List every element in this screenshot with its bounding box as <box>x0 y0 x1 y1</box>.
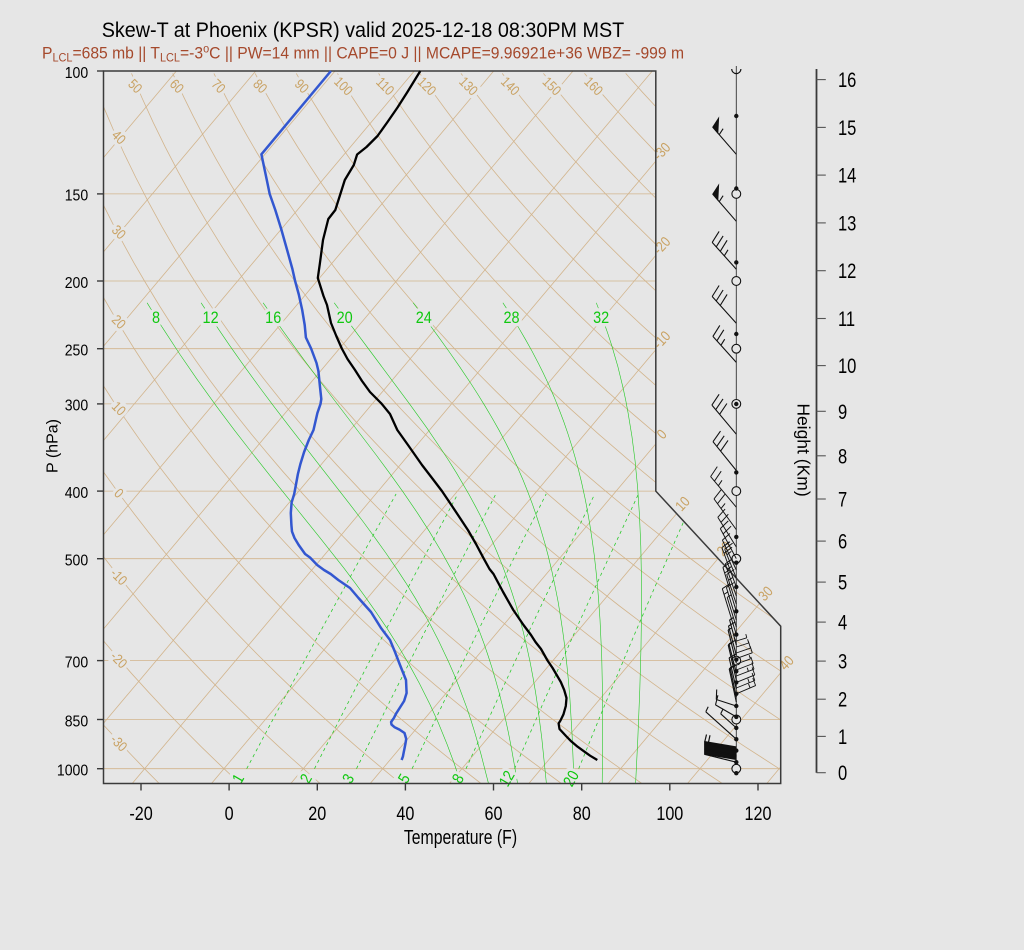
svg-text:10: 10 <box>838 355 856 379</box>
svg-text:8: 8 <box>152 309 160 327</box>
svg-text:40: 40 <box>396 803 414 825</box>
svg-text:7: 7 <box>838 489 847 513</box>
svg-text:150: 150 <box>65 187 88 205</box>
svg-text:6: 6 <box>838 531 847 555</box>
svg-text:250: 250 <box>65 342 88 360</box>
svg-text:16: 16 <box>265 309 281 327</box>
svg-text:500: 500 <box>65 552 88 570</box>
svg-text:P (hPa): P (hPa) <box>45 419 62 473</box>
svg-text:80: 80 <box>573 803 591 825</box>
svg-text:20: 20 <box>308 803 326 825</box>
svg-text:Temperature (F): Temperature (F) <box>404 826 517 848</box>
svg-text:-20: -20 <box>129 803 152 825</box>
svg-text:14: 14 <box>838 165 857 189</box>
svg-text:5: 5 <box>838 572 847 596</box>
svg-text:16: 16 <box>838 69 856 93</box>
svg-text:15: 15 <box>838 117 856 141</box>
svg-text:PLCL=685 mb || TLCL=-3oC || PW: PLCL=685 mb || TLCL=-3oC || PW=14 mm || … <box>42 43 684 64</box>
svg-text:4: 4 <box>838 612 847 636</box>
svg-text:3: 3 <box>838 651 847 675</box>
svg-text:300: 300 <box>65 397 88 415</box>
svg-text:13: 13 <box>838 212 856 236</box>
svg-text:Height (Km): Height (Km) <box>794 403 814 496</box>
svg-text:8: 8 <box>838 445 847 469</box>
svg-text:2: 2 <box>838 689 847 713</box>
svg-text:11: 11 <box>838 308 855 332</box>
svg-text:200: 200 <box>65 274 88 292</box>
svg-text:12: 12 <box>838 260 856 284</box>
svg-text:20: 20 <box>337 309 353 327</box>
svg-text:1: 1 <box>838 726 847 750</box>
svg-text:120: 120 <box>745 803 772 825</box>
svg-text:700: 700 <box>65 654 88 672</box>
svg-text:12: 12 <box>203 309 219 327</box>
svg-text:Skew-T at Phoenix (KPSR) valid: Skew-T at Phoenix (KPSR) valid 2025-12-1… <box>102 18 625 42</box>
svg-text:100: 100 <box>656 803 683 825</box>
svg-text:0: 0 <box>225 803 234 825</box>
svg-text:28: 28 <box>504 309 520 327</box>
svg-text:400: 400 <box>65 484 88 502</box>
svg-text:24: 24 <box>416 309 432 327</box>
svg-text:0: 0 <box>838 762 847 786</box>
svg-text:60: 60 <box>485 803 503 825</box>
svg-text:9: 9 <box>838 401 847 425</box>
svg-text:1000: 1000 <box>57 762 88 780</box>
svg-text:850: 850 <box>65 712 88 730</box>
svg-text:32: 32 <box>593 309 609 327</box>
svg-text:100: 100 <box>65 64 88 82</box>
